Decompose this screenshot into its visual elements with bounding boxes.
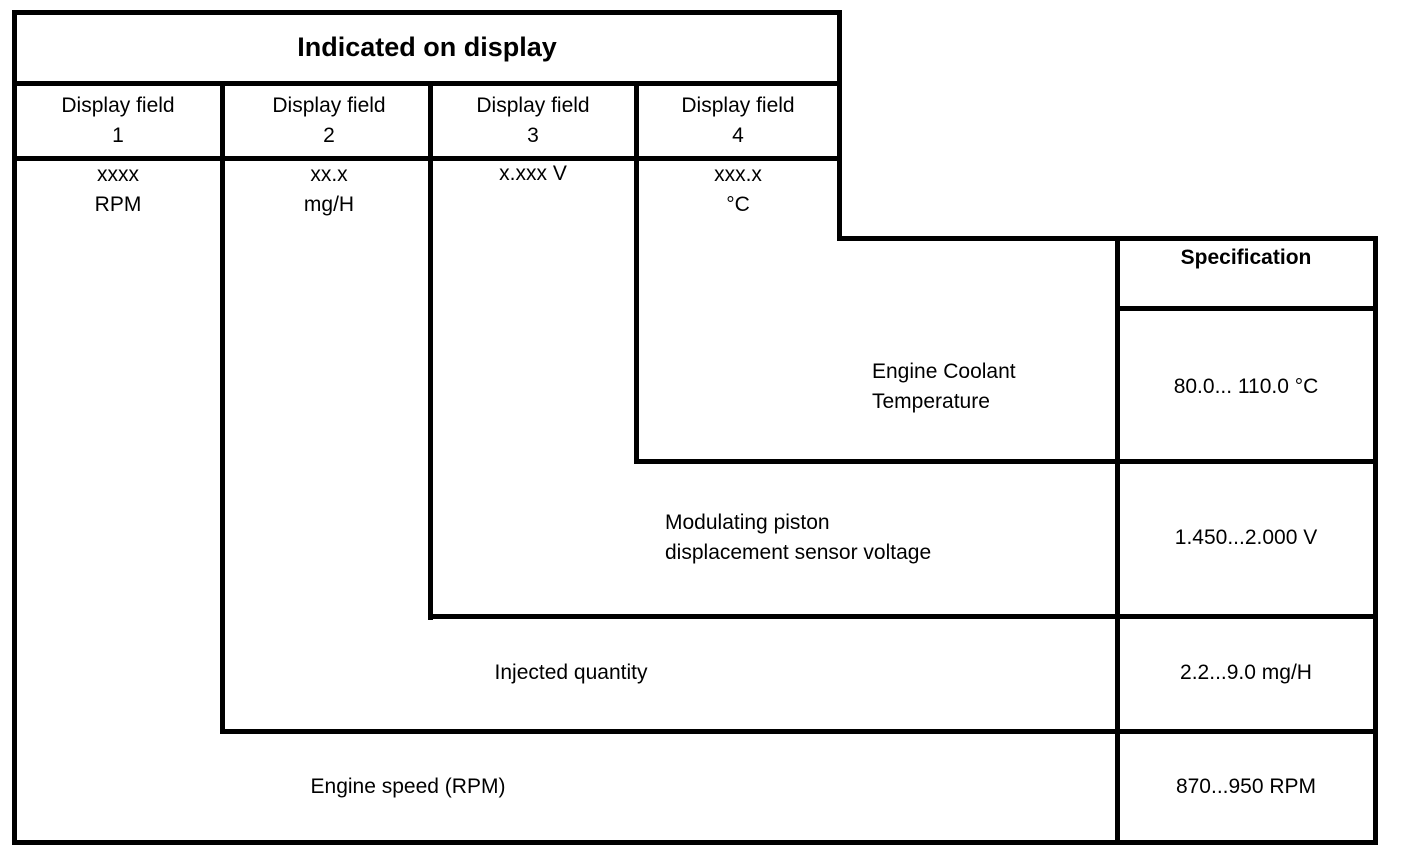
spec-value-piston: 1.450...2.000 V	[1174, 526, 1318, 549]
column-divider-3	[634, 83, 639, 464]
outer-bottom-border	[12, 840, 1378, 845]
outer-left-border	[12, 10, 17, 845]
coolant-row-bottom-line	[634, 459, 1378, 464]
table-header: Indicated on display	[297, 32, 557, 62]
spec-column-header: Specification	[1180, 246, 1312, 269]
row-label-piston-voltage: Modulating piston displacement sensor vo…	[665, 511, 932, 564]
spec-value-engine-speed: 870...950 RPM	[1175, 775, 1317, 798]
display-field-1-format: xxxx RPM	[94, 163, 142, 216]
display-field-3-header: Display field 3	[476, 94, 590, 147]
header-bottom-line	[12, 81, 842, 86]
piston-row-bottom-line	[428, 614, 1378, 619]
display-field-2-format: xx.x mg/H	[303, 163, 355, 216]
column-divider-2	[428, 83, 433, 620]
spec-header-bottom-line	[1115, 306, 1378, 311]
spec-value-coolant: 80.0... 110.0 °C	[1173, 375, 1319, 398]
row-label-coolant-temperature: Engine Coolant Temperature	[872, 360, 1016, 413]
display-field-4-format: xxx.x °C	[714, 163, 762, 216]
row-label-engine-speed: Engine speed (RPM)	[310, 775, 506, 798]
display-field-3-format: x.xxx V	[499, 162, 567, 185]
display-field-2-header: Display field 2	[272, 94, 386, 147]
top-table-right-border	[837, 10, 842, 241]
injected-row-bottom-line	[220, 729, 1378, 734]
step-line-field4	[837, 236, 1378, 241]
outer-right-border	[1373, 236, 1378, 845]
display-field-1-header: Display field 1	[61, 94, 175, 147]
field-row-bottom-line	[12, 156, 842, 161]
column-divider-1	[220, 83, 225, 734]
outer-top-border	[12, 10, 842, 15]
display-field-4-header: Display field 4	[681, 94, 795, 147]
spec-value-injected: 2.2...9.0 mg/H	[1180, 661, 1312, 684]
spec-column-left-border	[1115, 236, 1120, 845]
row-label-injected-quantity: Injected quantity	[494, 661, 648, 684]
